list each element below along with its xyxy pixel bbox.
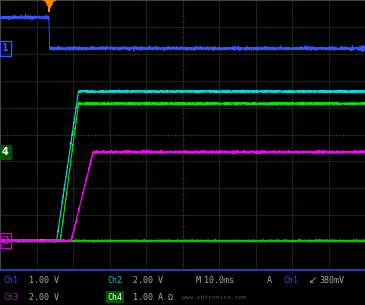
Text: www.chtronics.com: www.chtronics.com	[182, 295, 246, 300]
Text: 1.00 V: 1.00 V	[29, 276, 59, 285]
Text: 3: 3	[2, 236, 9, 246]
Text: ↙: ↙	[308, 275, 316, 285]
Text: 10.0ms: 10.0ms	[204, 276, 234, 285]
Text: M: M	[195, 276, 200, 285]
Text: 4: 4	[2, 147, 9, 157]
Text: Ch3: Ch3	[4, 292, 19, 302]
Text: 1.00 A Ω: 1.00 A Ω	[133, 292, 173, 302]
Text: Ch1: Ch1	[4, 276, 19, 285]
Text: Ch1: Ch1	[283, 276, 298, 285]
Text: 1: 1	[2, 43, 9, 53]
Text: 2.00 V: 2.00 V	[133, 276, 163, 285]
Text: 380mV: 380mV	[319, 276, 344, 285]
Text: Ch2: Ch2	[108, 276, 123, 285]
Text: Ch4: Ch4	[108, 292, 123, 302]
Text: A: A	[266, 276, 272, 285]
Text: 2.00 V: 2.00 V	[29, 292, 59, 302]
